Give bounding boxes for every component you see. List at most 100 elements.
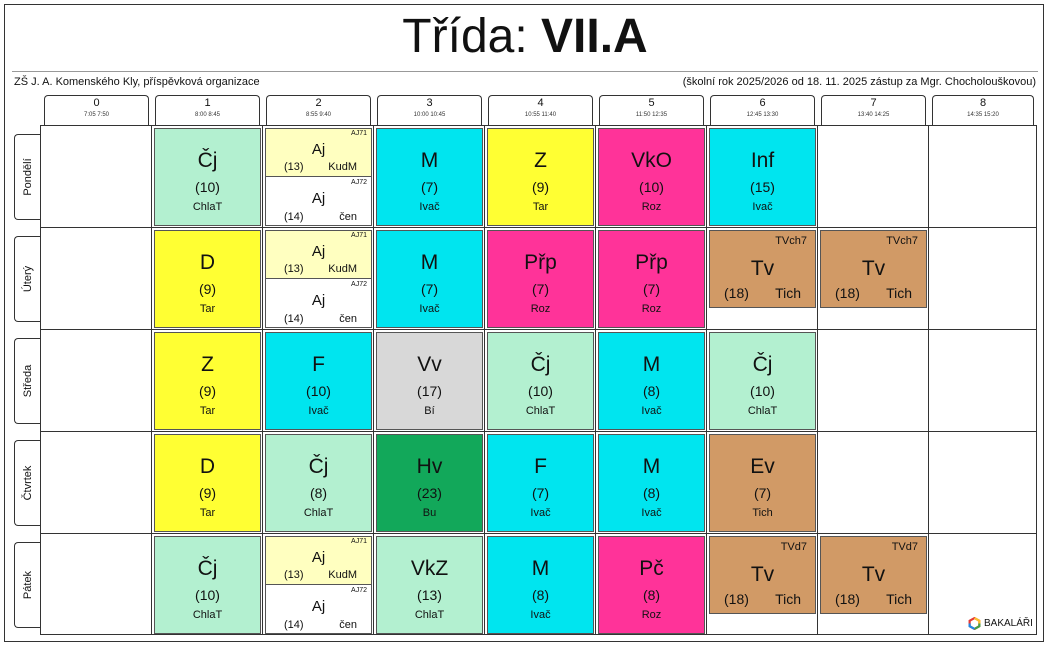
lesson-cell-tv[interactable]: TVd7 Tv (18) Tich <box>820 536 927 614</box>
lesson-cell[interactable]: VkO (10) Roz <box>598 128 705 226</box>
period-header-0: 0 7:05 7:50 <box>44 95 149 125</box>
grid-hline <box>40 431 1037 432</box>
lesson-teacher: Ivač <box>308 405 329 417</box>
lesson-room: (14) <box>284 619 304 631</box>
period-header-7: 7 13:40 14:25 <box>821 95 926 125</box>
lesson-cell[interactable]: M (7) Ivač <box>376 128 483 226</box>
grid-vline <box>817 125 818 635</box>
lesson-cell[interactable]: D (9) Tar <box>154 230 261 328</box>
lesson-teacher: ChlaT <box>525 405 556 417</box>
lesson-cell-tv[interactable]: TVd7 Tv (18) Tich <box>709 536 816 614</box>
bakalari-logo-icon <box>968 617 981 630</box>
lesson-room: (13) <box>284 569 304 581</box>
lesson-room: (14) <box>284 313 304 325</box>
lesson-subject: Z <box>534 149 547 172</box>
lesson-group[interactable]: AJ72 Aj (14) čen <box>266 586 371 633</box>
lesson-room: (10) <box>195 179 220 195</box>
period-header-4: 4 10:55 11:40 <box>488 95 593 125</box>
lesson-group[interactable]: AJ72 Aj (14) čen <box>266 178 371 225</box>
lesson-cell[interactable]: M (7) Ivač <box>376 230 483 328</box>
lesson-cell[interactable]: Ev (7) Tich <box>709 434 816 532</box>
lesson-cell[interactable]: D (9) Tar <box>154 434 261 532</box>
grid-hline <box>40 227 1037 228</box>
lesson-cell[interactable]: Přp (7) Roz <box>598 230 705 328</box>
lesson-room: (18) <box>724 285 749 301</box>
lesson-teacher: Tich <box>886 591 912 607</box>
lesson-cell[interactable]: Čj (8) ChlaT <box>265 434 372 532</box>
lesson-subject: D <box>199 455 216 478</box>
timetable-grid <box>40 125 1037 635</box>
lesson-cell[interactable]: Z (9) Tar <box>154 332 261 430</box>
lesson-cell[interactable]: Inf (15) Ivač <box>709 128 816 226</box>
group-code: TVch7 <box>775 235 807 247</box>
lesson-cell[interactable]: M (8) Ivač <box>598 332 705 430</box>
lesson-teacher: ChlaT <box>192 201 223 213</box>
lesson-teacher: čen <box>339 619 357 631</box>
lesson-room: (18) <box>724 591 749 607</box>
lesson-cell-split[interactable]: AJ71 Aj (13) KudM AJ72 Aj (14) čen <box>265 230 372 328</box>
lesson-room: (9) <box>198 281 217 297</box>
lesson-teacher: ChlaT <box>192 609 223 621</box>
lesson-cell[interactable]: M (8) Ivač <box>487 536 594 634</box>
lesson-cell[interactable]: Čj (10) ChlaT <box>154 128 261 226</box>
day-label-3: Čtvrtek <box>14 440 41 526</box>
lesson-teacher: Tar <box>199 303 216 315</box>
period-header-6: 6 12:45 13:30 <box>710 95 815 125</box>
period-number: 7 <box>870 97 877 109</box>
period-number: 4 <box>537 97 544 109</box>
lesson-cell[interactable]: Pč (8) Roz <box>598 536 705 634</box>
grid-vline <box>373 125 374 635</box>
lesson-cell-tv[interactable]: TVch7 Tv (18) Tich <box>820 230 927 308</box>
period-header-5: 5 11:50 12:35 <box>599 95 704 125</box>
period-header-2: 2 8:55 9:40 <box>266 95 371 125</box>
lesson-teacher: Bu <box>422 507 437 519</box>
lesson-room: (18) <box>835 591 860 607</box>
lesson-cell[interactable]: Vv (17) Bí <box>376 332 483 430</box>
lesson-subject: M <box>642 353 661 376</box>
lesson-cell[interactable]: Z (9) Tar <box>487 128 594 226</box>
lesson-cell[interactable]: M (8) Ivač <box>598 434 705 532</box>
school-name: ZŠ J. A. Komenského Kly, příspěvková org… <box>14 76 260 88</box>
lesson-room: (9) <box>198 383 217 399</box>
lesson-teacher: Tich <box>752 507 773 519</box>
lesson-subject: Z <box>201 353 214 376</box>
lesson-cell[interactable]: Čj (10) ChlaT <box>709 332 816 430</box>
period-time: 10:00 10:45 <box>413 112 446 118</box>
lesson-room: (9) <box>531 179 550 195</box>
period-time: 13:40 14:25 <box>857 112 890 118</box>
lesson-group[interactable]: AJ71 Aj (13) KudM <box>266 537 371 585</box>
day-name: Pátek <box>22 570 34 600</box>
lesson-teacher: Ivač <box>419 201 440 213</box>
grid-vline <box>151 125 152 635</box>
lesson-teacher: Ivač <box>419 303 440 315</box>
lesson-room: (8) <box>642 485 661 501</box>
lesson-subject: Čj <box>197 149 218 172</box>
lesson-cell[interactable]: Hv (23) Bu <box>376 434 483 532</box>
lesson-cell[interactable]: F (10) Ivač <box>265 332 372 430</box>
lesson-cell[interactable]: VkZ (13) ChlaT <box>376 536 483 634</box>
lesson-cell-tv[interactable]: TVch7 Tv (18) Tich <box>709 230 816 308</box>
divider <box>12 71 1038 72</box>
lesson-room: (13) <box>284 161 304 173</box>
lesson-subject: Hv <box>416 455 443 478</box>
lesson-cell[interactable]: Čj (10) ChlaT <box>154 536 261 634</box>
lesson-cell[interactable]: F (7) Ivač <box>487 434 594 532</box>
lesson-teacher: Tich <box>775 591 801 607</box>
lesson-group[interactable]: AJ71 Aj (13) KudM <box>266 231 371 279</box>
lesson-group[interactable]: AJ71 Aj (13) KudM <box>266 129 371 177</box>
lesson-subject: Aj <box>311 292 326 309</box>
lesson-cell[interactable]: Čj (10) ChlaT <box>487 332 594 430</box>
lesson-teacher: KudM <box>328 161 357 173</box>
lesson-subject: VkO <box>631 149 672 172</box>
lesson-group[interactable]: AJ72 Aj (14) čen <box>266 280 371 327</box>
lesson-teacher: ChlaT <box>414 609 445 621</box>
lesson-cell-split[interactable]: AJ71 Aj (13) KudM AJ72 Aj (14) čen <box>265 536 372 634</box>
lesson-subject: Pč <box>639 557 664 580</box>
lesson-room: (8) <box>642 383 661 399</box>
lesson-cell-split[interactable]: AJ71 Aj (13) KudM AJ72 Aj (14) čen <box>265 128 372 226</box>
lesson-cell[interactable]: Přp (7) Roz <box>487 230 594 328</box>
lesson-subject: Čj <box>530 353 551 376</box>
lesson-teacher: Roz <box>641 201 662 213</box>
day-label-1: Úterý <box>14 236 41 322</box>
day-label-2: Středa <box>14 338 41 424</box>
